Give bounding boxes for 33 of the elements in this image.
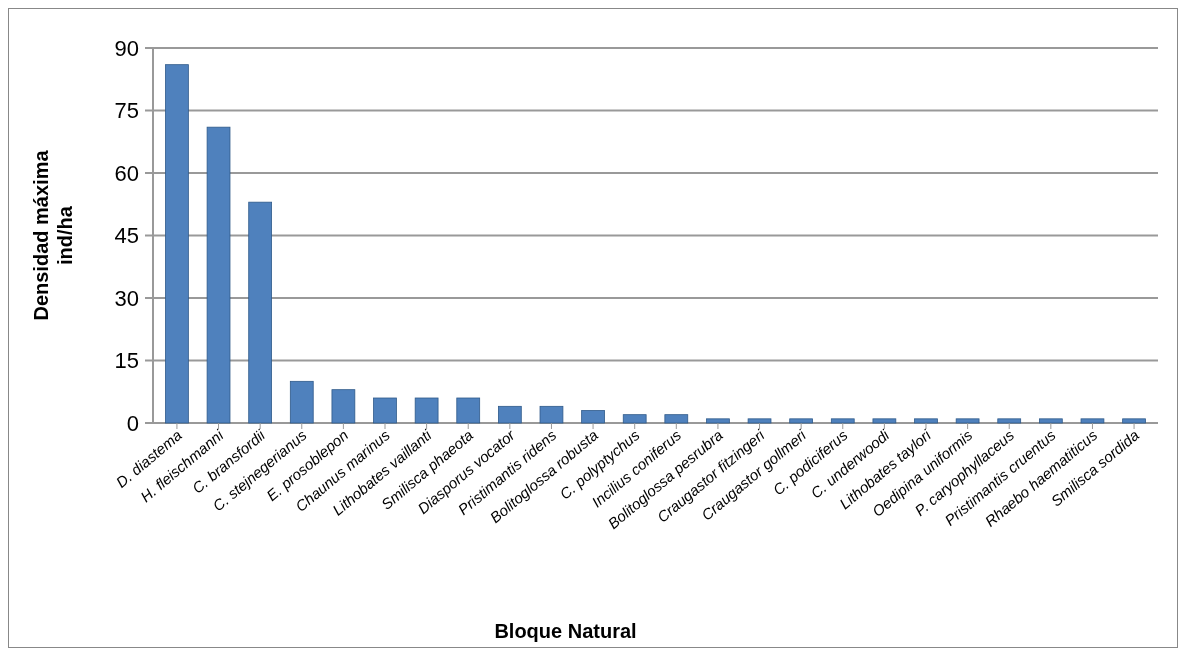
- bar: [498, 405, 522, 424]
- y-tick-label: 60: [114, 160, 139, 186]
- x-axis-title: Bloque Natural: [494, 620, 637, 642]
- bar: [414, 397, 439, 424]
- y-tick-label: 75: [114, 98, 139, 124]
- bar: [914, 418, 938, 424]
- bar: [165, 64, 189, 424]
- bar: [289, 380, 314, 424]
- y-tick-label: 45: [114, 223, 139, 249]
- bar: [1122, 418, 1146, 424]
- bar: [789, 418, 813, 424]
- y-tick-label: 15: [114, 348, 139, 374]
- bar: [997, 418, 1022, 424]
- bar: [248, 201, 272, 424]
- bar: [830, 418, 855, 424]
- bar: [747, 418, 772, 424]
- bar: [1080, 418, 1105, 424]
- bar: [955, 418, 980, 424]
- bar: [456, 397, 481, 424]
- bar: [706, 418, 730, 424]
- y-tick-label: 30: [114, 285, 139, 311]
- bar: [872, 418, 897, 424]
- bar: [539, 405, 564, 424]
- y-axis-title: Densidad máxima ind/ha: [30, 149, 76, 321]
- bar: [1039, 418, 1063, 424]
- bar: [331, 389, 356, 424]
- y-tick-label: 0: [126, 410, 139, 436]
- bar: [206, 126, 231, 424]
- y-tick-label: 90: [114, 35, 139, 61]
- bar: [664, 414, 689, 424]
- bar: [373, 397, 397, 424]
- bar: [581, 410, 605, 424]
- bar: [622, 414, 647, 424]
